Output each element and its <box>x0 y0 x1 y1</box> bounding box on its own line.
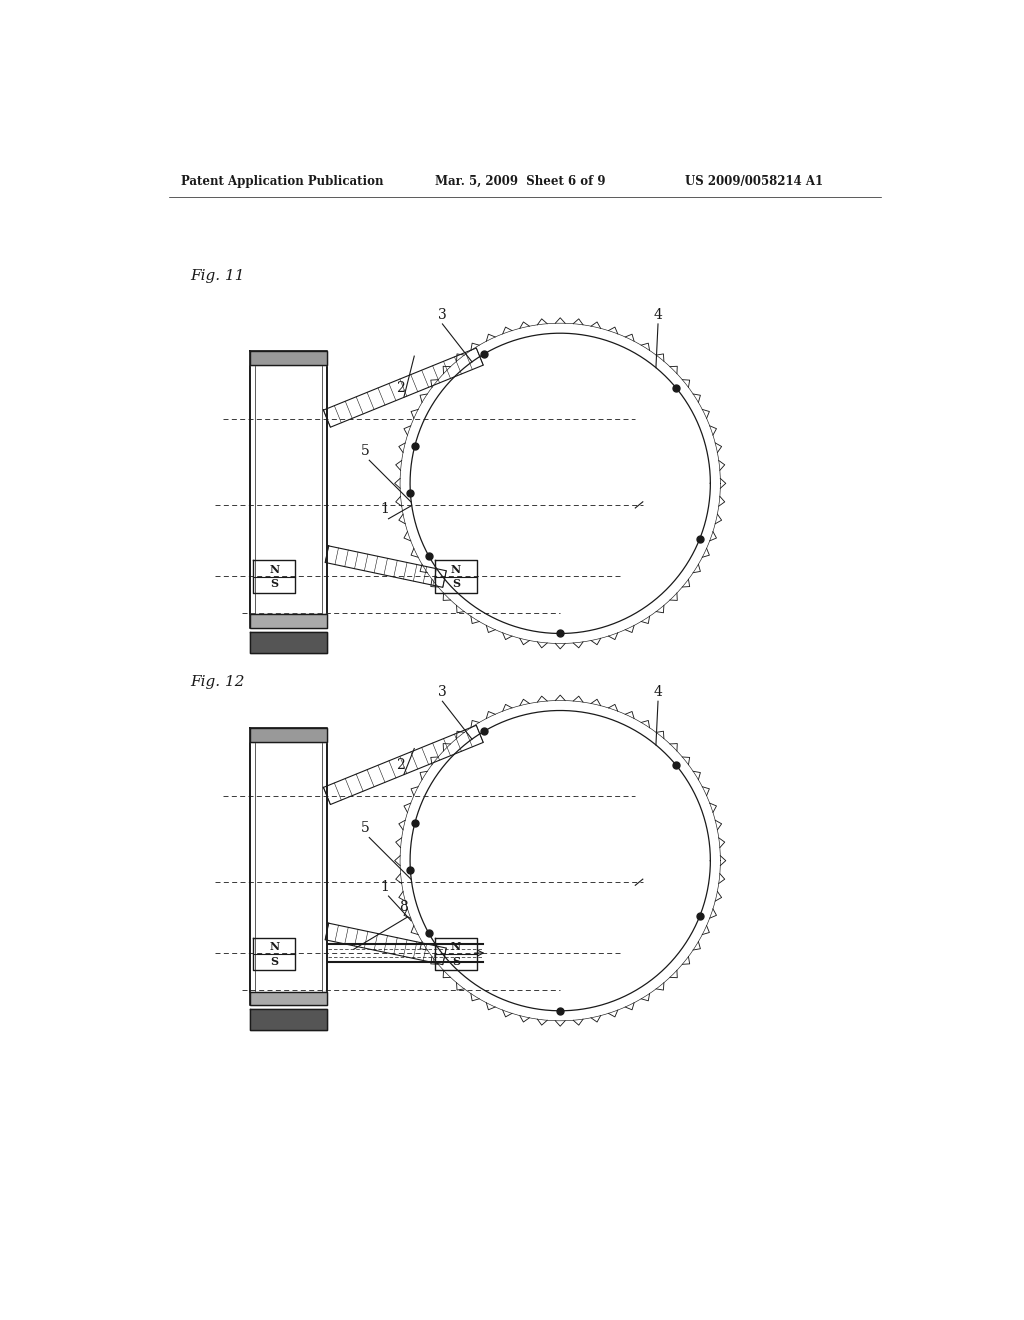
Polygon shape <box>250 632 327 653</box>
Text: 1: 1 <box>380 503 389 516</box>
Text: US 2009/0058214 A1: US 2009/0058214 A1 <box>685 176 823 187</box>
Text: 5: 5 <box>361 821 370 836</box>
Text: 5: 5 <box>361 444 370 458</box>
Text: 4: 4 <box>653 685 663 698</box>
Text: S: S <box>452 956 460 966</box>
Text: N: N <box>451 564 461 574</box>
Text: 3: 3 <box>438 685 446 698</box>
Text: S: S <box>270 956 279 966</box>
Text: N: N <box>269 941 280 952</box>
Text: 2: 2 <box>395 758 404 772</box>
Text: 4: 4 <box>653 308 663 322</box>
Text: Fig. 12: Fig. 12 <box>190 675 245 689</box>
Polygon shape <box>250 351 327 364</box>
Polygon shape <box>250 991 327 1006</box>
Text: N: N <box>451 941 461 952</box>
Text: 3: 3 <box>438 308 446 322</box>
Text: Fig. 11: Fig. 11 <box>190 269 245 282</box>
Text: N: N <box>269 564 280 574</box>
Polygon shape <box>250 1010 327 1030</box>
Text: S: S <box>452 578 460 590</box>
Polygon shape <box>250 614 327 628</box>
Text: 2: 2 <box>395 380 404 395</box>
Text: Patent Application Publication: Patent Application Publication <box>180 176 383 187</box>
Text: 1: 1 <box>380 879 389 894</box>
Text: 8: 8 <box>399 900 409 915</box>
Text: S: S <box>270 578 279 590</box>
Text: Mar. 5, 2009  Sheet 6 of 9: Mar. 5, 2009 Sheet 6 of 9 <box>435 176 605 187</box>
Polygon shape <box>250 729 327 742</box>
